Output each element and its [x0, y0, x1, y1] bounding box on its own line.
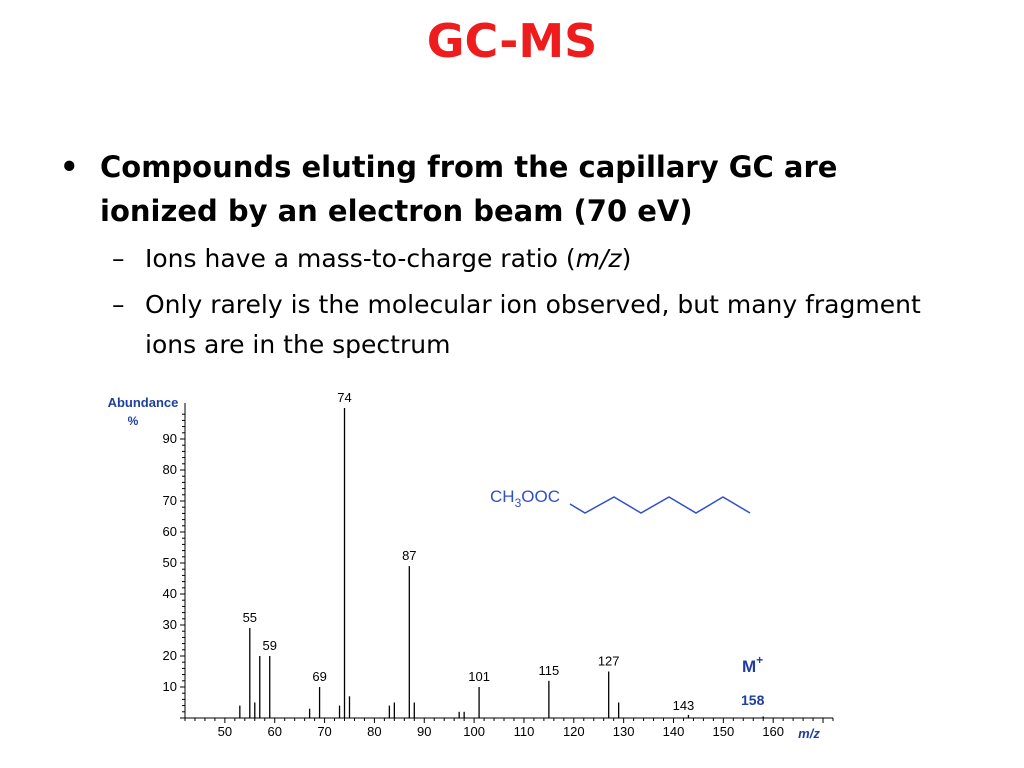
sub-bullet-mz-post: )	[621, 244, 632, 273]
x-tick-label: 80	[367, 724, 381, 739]
bullet-dot-icon: •	[60, 150, 79, 184]
sub-bullet-fragments-text: Only rarely is the molecular ion observe…	[145, 290, 921, 359]
y-tick-label: 50	[163, 555, 177, 570]
chart-bars	[239, 408, 764, 718]
chart-axes: 50 60 70 80 90 100 110 120 130 140 150 160 10 20 30 40 5…	[163, 403, 834, 739]
sub-bullet-mz-em: m/z	[575, 244, 622, 273]
sub-bullet-mz: – Ions have a mass-to-charge ratio (m/z)	[60, 239, 960, 279]
peak-label: 59	[263, 638, 277, 653]
y-axis-label: Abundance	[108, 395, 179, 410]
y-tick-label: 70	[163, 493, 177, 508]
y-tick-label: 60	[163, 524, 177, 539]
structure-subscript: 3	[515, 496, 522, 510]
x-tick-label: 110	[514, 724, 535, 739]
molecular-ion-charge: +	[756, 653, 763, 667]
bullet-main-text: Compounds eluting from the capillary GC …	[100, 150, 838, 228]
y-tick-label: 20	[163, 648, 177, 663]
x-axis-label: m/z	[798, 726, 820, 741]
peak-label: 101	[468, 669, 490, 684]
y-tick-label: 30	[163, 617, 177, 632]
chart-peak-labels: 55 59 69 74 87 101 115 127 143	[243, 390, 695, 713]
x-tick-label: 100	[463, 724, 485, 739]
sub-bullet-fragments: – Only rarely is the molecular ion obser…	[60, 285, 960, 365]
structure-prefix: CH	[490, 487, 515, 506]
y-tick-label: 10	[163, 679, 177, 694]
y-tick-label: 80	[163, 462, 177, 477]
peak-label: 87	[402, 548, 416, 563]
svg-text:CH3OOC: CH3OOC	[490, 487, 560, 510]
peak-label: 55	[243, 610, 257, 625]
carbon-chain-line	[569, 496, 751, 514]
sub-bullet-mz-pre: Ions have a mass-to-charge ratio (	[145, 244, 576, 273]
structure-suffix: OOC	[521, 487, 560, 506]
y-tick-label: 40	[163, 586, 177, 601]
molecular-ion-annotation: M+ 158	[741, 653, 765, 708]
y-tick-label: 90	[163, 431, 177, 446]
peak-label: 115	[539, 663, 560, 678]
x-tick-label: 90	[417, 724, 431, 739]
peak-label: 127	[598, 654, 620, 669]
bullet-list: • Compounds eluting from the capillary G…	[60, 145, 960, 365]
structure-formula: CH3OOC	[490, 487, 751, 514]
x-tick-label: 120	[563, 724, 585, 739]
molecular-ion-mz: 158	[741, 692, 765, 708]
bullet-main: • Compounds eluting from the capillary G…	[60, 145, 960, 233]
x-tick-label: 60	[267, 724, 281, 739]
x-tick-label: 160	[762, 724, 784, 739]
x-tick-label: 70	[317, 724, 331, 739]
slide-title: GC-MS	[426, 14, 598, 68]
x-tick-label: 50	[218, 724, 232, 739]
dash-icon: –	[112, 290, 125, 319]
molecular-ion-symbol: M	[742, 657, 756, 676]
dash-icon: –	[112, 244, 125, 273]
x-tick-label: 150	[712, 724, 734, 739]
peak-label: 69	[312, 669, 326, 684]
peak-label: 74	[337, 390, 351, 405]
x-tick-label: 140	[663, 724, 685, 739]
peak-label: 143	[673, 698, 695, 713]
x-tick-label: 130	[613, 724, 635, 739]
mass-spectrum-chart: Abundance % 50 60 70 80 90 100 110 120 130 140 150…	[108, 390, 834, 741]
y-axis-unit: %	[128, 414, 139, 428]
svg-text:M+: M+	[742, 653, 763, 676]
